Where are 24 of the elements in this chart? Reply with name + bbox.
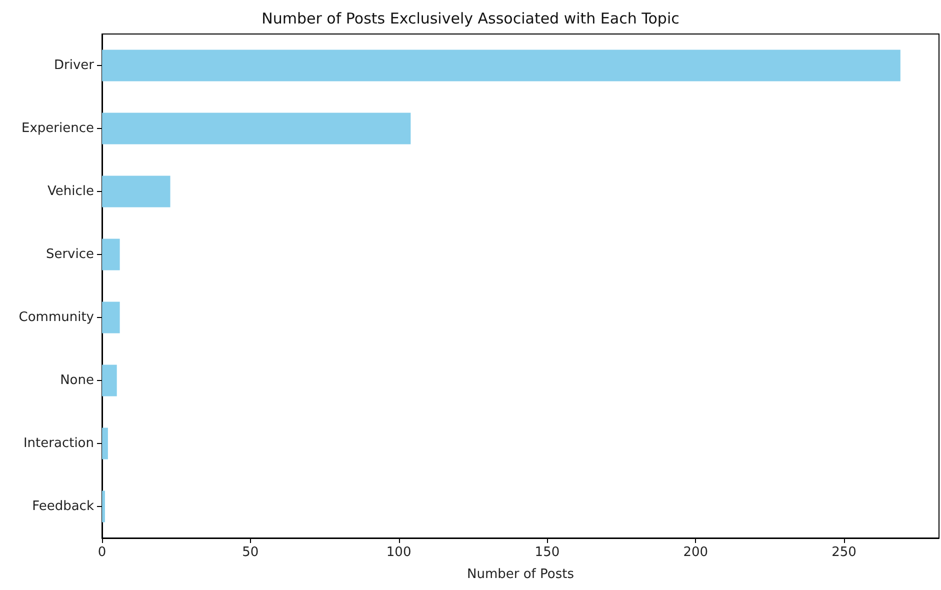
x-tick-label: 200 [683,545,708,560]
bar [102,490,105,522]
y-tick-label: Driver [54,58,95,73]
y-tick-label: Community [18,310,94,325]
bar [102,50,900,82]
bar [102,364,117,396]
x-tick-label: 0 [98,545,106,560]
bar [102,176,170,208]
x-axis-title: Number of Posts [467,567,574,582]
y-tick-label: Service [46,247,94,262]
bar [102,428,108,460]
y-tick-label: Vehicle [48,184,94,199]
y-tick-label: Feedback [32,499,94,514]
y-tick-label: Experience [22,121,94,136]
bar [102,238,120,270]
bar [102,112,411,144]
x-tick-label: 150 [534,545,560,560]
x-tick-label: 50 [242,545,259,560]
bar [102,302,120,334]
y-tick-label: Interaction [23,436,94,451]
chart-title: Number of Posts Exclusively Associated with Each Topic [262,10,680,28]
x-tick-label: 250 [832,545,856,560]
y-tick-label: None [60,373,94,388]
x-tick-label: 100 [386,545,412,560]
